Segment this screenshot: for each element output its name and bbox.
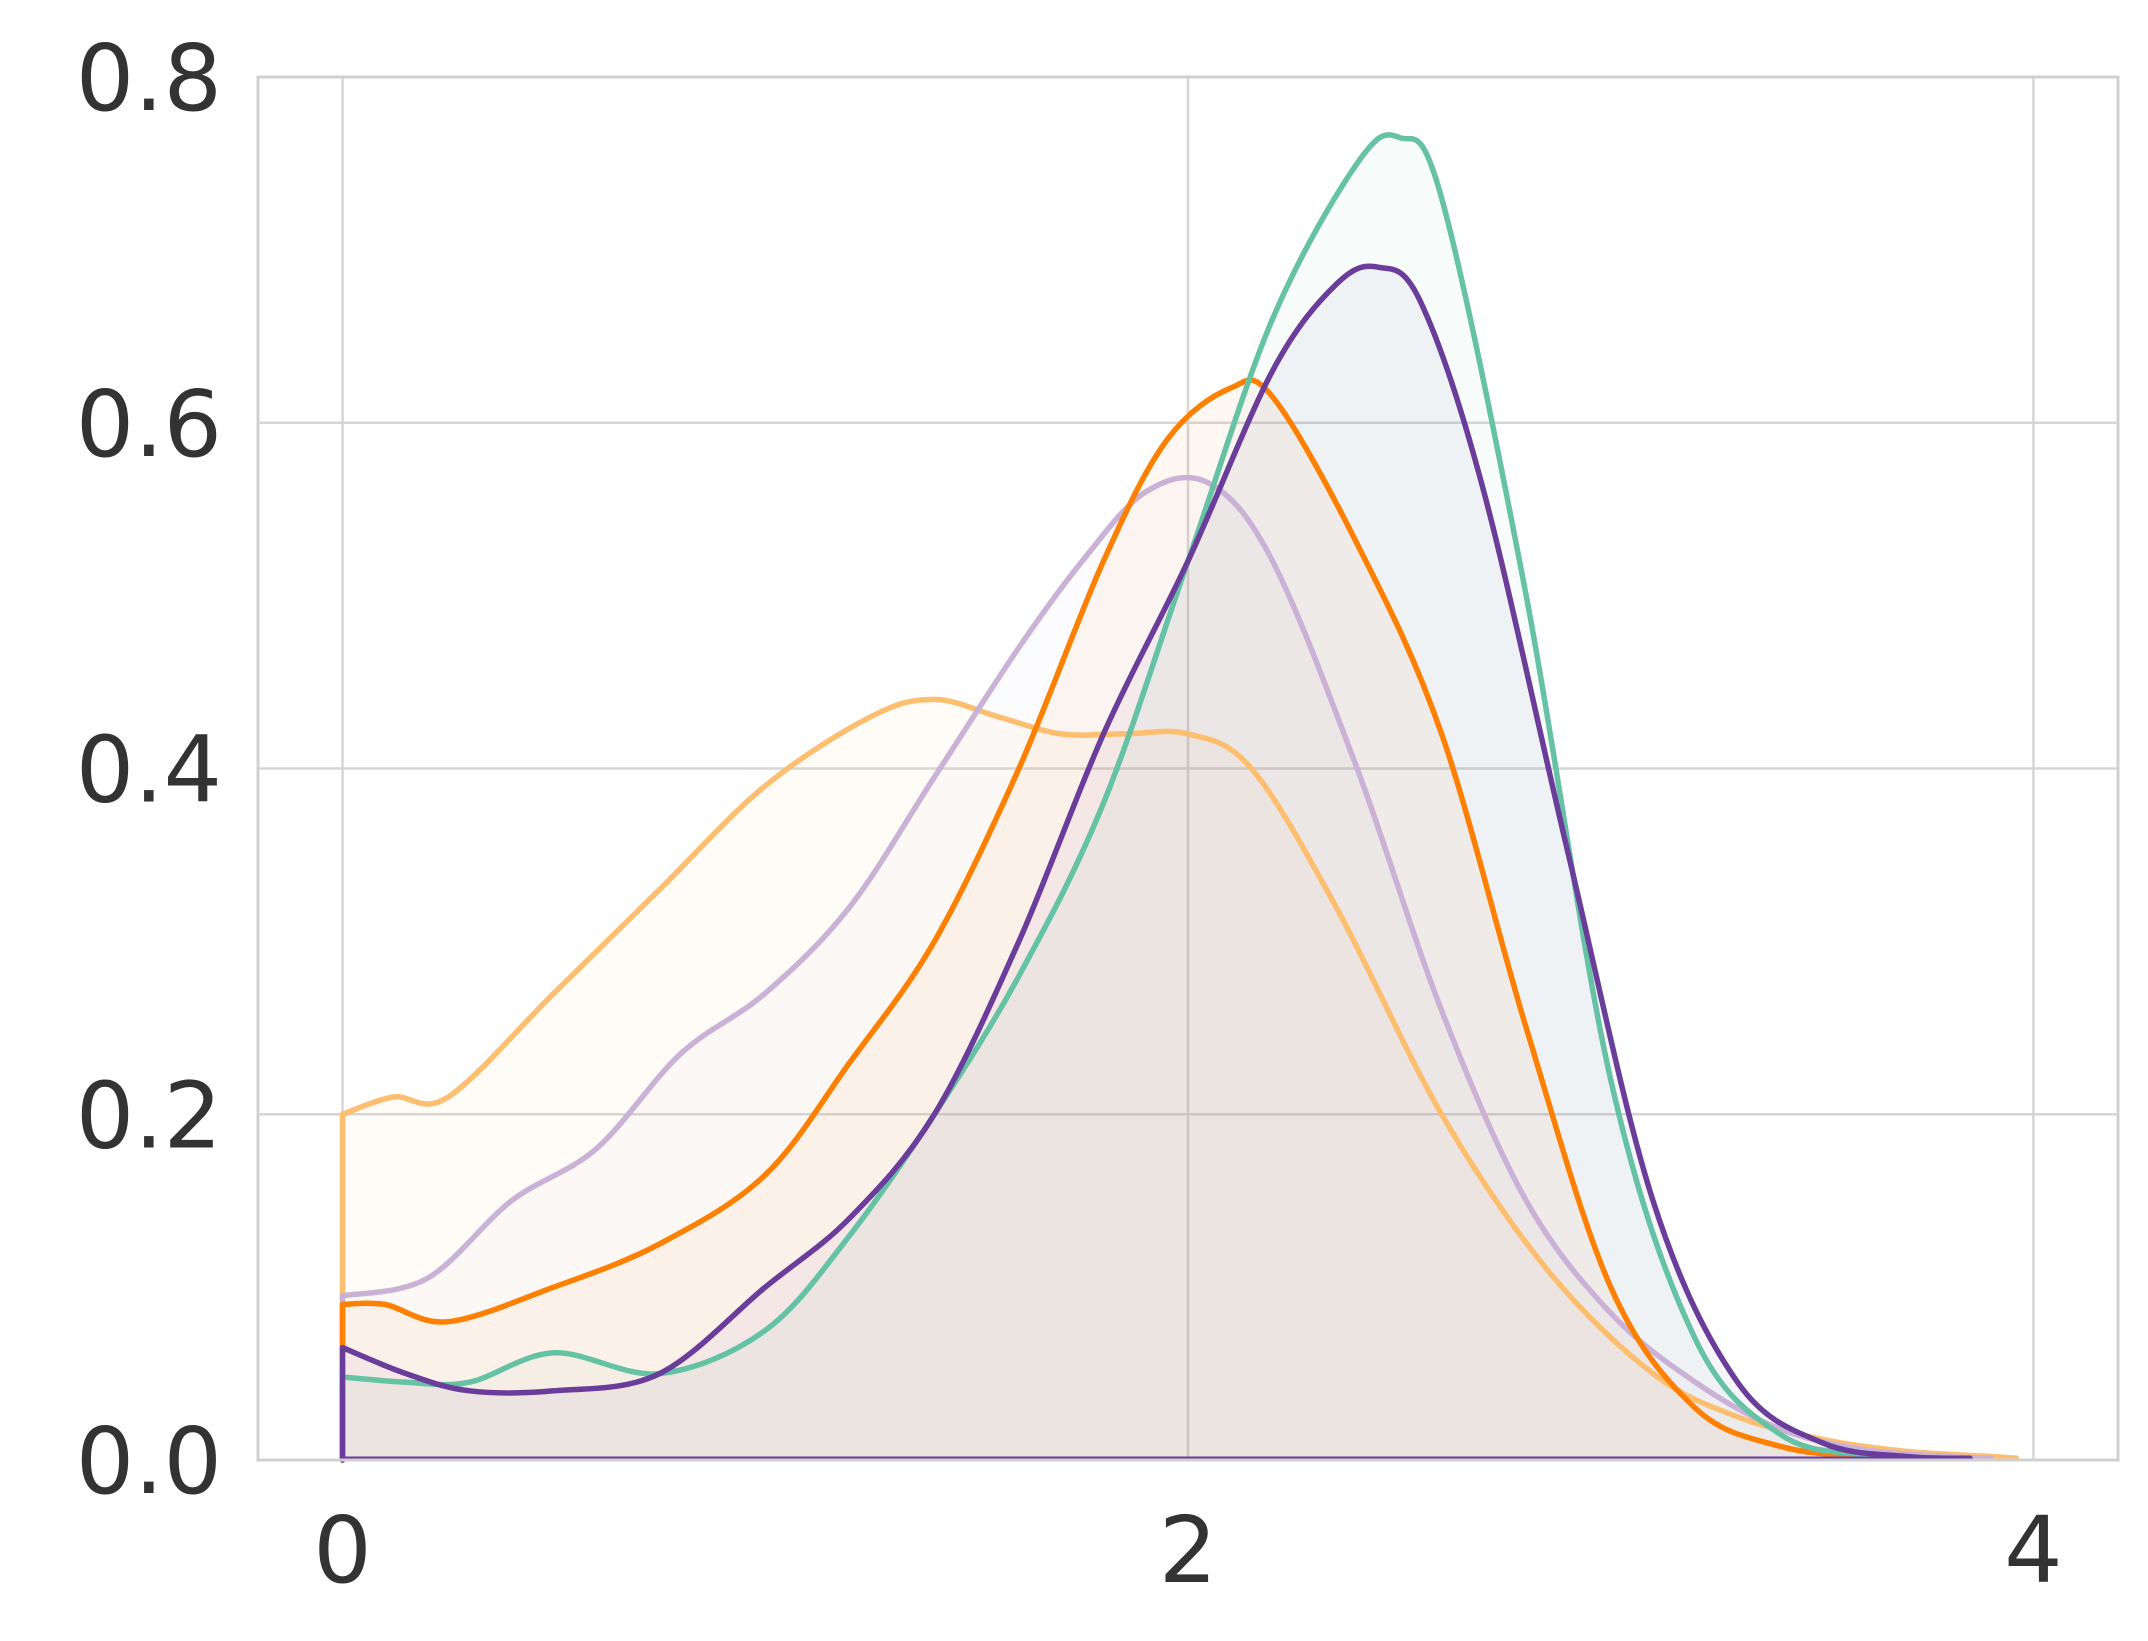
y-tick-labels: 0.0 0.2 0.4 0.6 0.8 <box>76 25 222 1515</box>
x-tick-label: 4 <box>2004 1497 2063 1604</box>
x-tick-label: 2 <box>1159 1497 1218 1604</box>
series-2-fill <box>342 380 1949 1460</box>
series-0-line <box>339 696 2020 1463</box>
series-1-fill <box>342 477 1992 1460</box>
plot-border <box>256 75 2120 1462</box>
y-tick-label: 0.8 <box>76 25 222 132</box>
series-3-fill <box>342 134 1949 1460</box>
x-tick-label: 0 <box>313 1497 372 1604</box>
plot-frame <box>256 75 2120 1462</box>
x-tick-labels: 0 2 4 <box>313 1497 2062 1604</box>
series-4-line <box>339 263 1973 1463</box>
series-fills <box>342 134 2017 1461</box>
y-tick-label: 0.0 <box>76 1408 222 1515</box>
y-tick-label: 0.2 <box>76 1062 222 1169</box>
series-lines <box>339 132 2020 1463</box>
y-tick-label: 0.4 <box>76 717 222 824</box>
series-1-line <box>339 474 1994 1463</box>
series-3-line <box>339 132 1952 1463</box>
series-0-fill <box>342 699 2017 1460</box>
y-tick-label: 0.6 <box>76 371 222 478</box>
series-4-fill <box>342 266 1970 1461</box>
series-2-line <box>339 377 1952 1463</box>
